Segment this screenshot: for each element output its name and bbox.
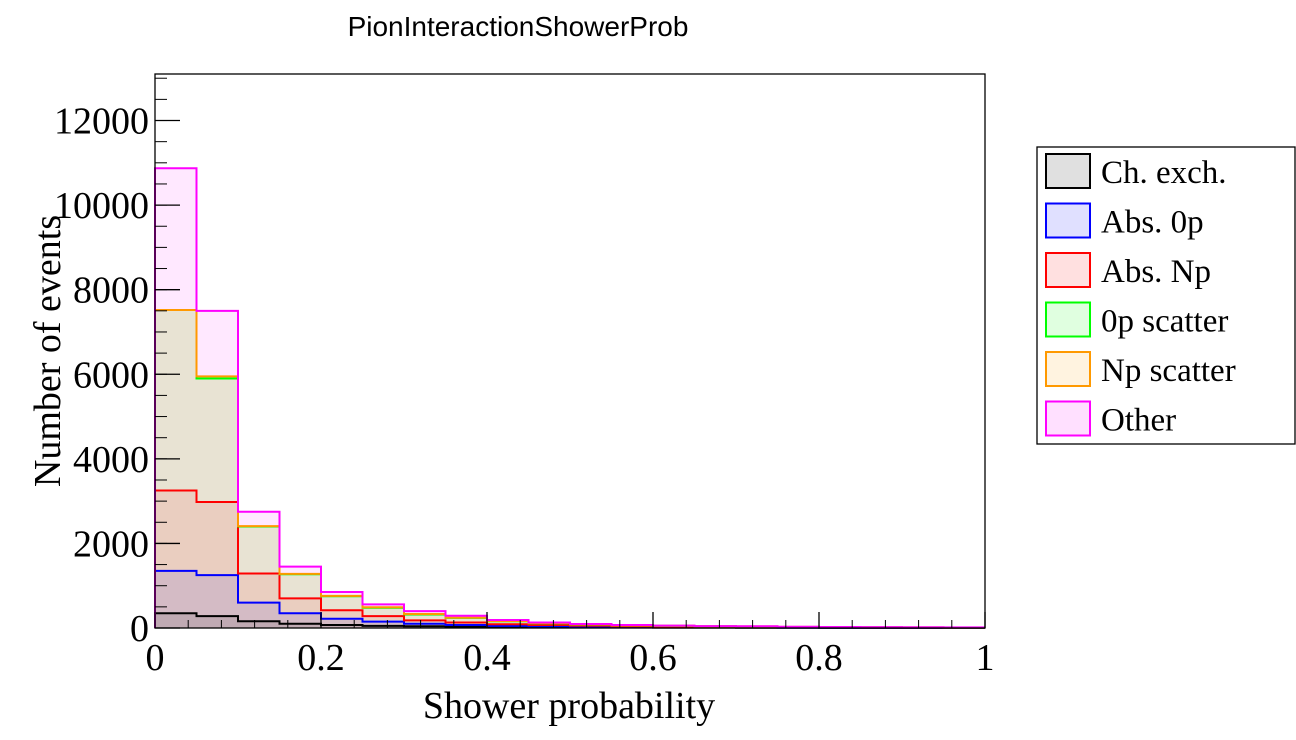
bar-abs-np-1 bbox=[196, 501, 238, 628]
bar-other-3 bbox=[279, 566, 321, 628]
x-tick-label: 0.8 bbox=[795, 637, 843, 679]
legend: Ch. exch. Abs. 0p Abs. Np 0p scatter Np scat… bbox=[1036, 146, 1296, 445]
legend-label-0p-scatter: 0p scatter bbox=[1101, 304, 1228, 340]
bar-0p-scatter-3 bbox=[279, 574, 321, 628]
legend-items: Ch. exch. Abs. 0p Abs. Np 0p scatter Np scat… bbox=[1045, 153, 1236, 439]
legend-swatch-bg-ch-exch- bbox=[1046, 154, 1090, 188]
legend-swatch-ch-exch- bbox=[1045, 153, 1091, 189]
bar-0p-scatter-1 bbox=[196, 378, 238, 628]
x-tick-label: 0.2 bbox=[297, 637, 345, 679]
y-tick-label: 2000 bbox=[73, 523, 149, 565]
x-axis-ticks: 0 0.2 0.4 0.6 0.8 1 bbox=[146, 612, 995, 679]
y-tick-label: 0 bbox=[130, 608, 149, 650]
bar-0p-scatter-2 bbox=[238, 526, 280, 628]
legend-swatch-abs-np bbox=[1045, 252, 1091, 288]
y-tick-label: 8000 bbox=[73, 270, 149, 312]
chart-title: PionInteractionShowerProb bbox=[348, 11, 689, 42]
bar-abs-np-2 bbox=[238, 573, 280, 628]
y-tick-label: 6000 bbox=[73, 354, 149, 396]
legend-swatch-bg-np-scatter bbox=[1046, 352, 1090, 386]
bar-0p-scatter-0 bbox=[155, 309, 197, 628]
legend-swatch-abs-0p bbox=[1045, 202, 1091, 239]
legend-swatch-np-scatter bbox=[1045, 351, 1091, 387]
legend-label-other: Other bbox=[1101, 403, 1176, 439]
y-axis-label: Number of events bbox=[27, 215, 69, 487]
y-axis-ticks: 0 2000 4000 6000 8000 10000 12000 bbox=[54, 77, 180, 650]
bar-np-scatter-3 bbox=[279, 573, 321, 628]
y-tick-label: 12000 bbox=[54, 101, 149, 143]
bar-ch-exch--3 bbox=[279, 623, 321, 628]
x-tick-label: 0 bbox=[146, 637, 165, 679]
bar-np-scatter-5 bbox=[362, 607, 404, 628]
bar-abs-0p-4 bbox=[321, 618, 363, 628]
stack-outlines bbox=[154, 167, 985, 629]
bar-ch-exch--5 bbox=[362, 625, 404, 628]
legend-label-abs-np: Abs. Np bbox=[1101, 254, 1211, 290]
bar-ch-exch--2 bbox=[238, 621, 280, 628]
x-tick-label: 0.6 bbox=[629, 637, 677, 679]
bar-np-scatter-2 bbox=[238, 526, 280, 628]
bar-abs-0p-0 bbox=[155, 570, 197, 628]
y-tick-label: 10000 bbox=[54, 185, 149, 227]
bar-abs-0p-2 bbox=[238, 602, 280, 628]
bar-other-2 bbox=[238, 511, 280, 628]
series-outline-other bbox=[154, 167, 985, 629]
bar-ch-exch--4 bbox=[321, 625, 363, 628]
legend-label-abs-0p: Abs. 0p bbox=[1101, 205, 1204, 241]
bar-0p-scatter-4 bbox=[321, 596, 363, 628]
x-tick-label: 1 bbox=[976, 637, 995, 679]
legend-swatch-bg-abs-0p bbox=[1046, 203, 1090, 238]
y-tick-label: 4000 bbox=[73, 439, 149, 481]
legend-label-np-scatter: Np scatter bbox=[1101, 353, 1236, 389]
x-axis-label: Shower probability bbox=[423, 685, 715, 727]
bar-abs-0p-1 bbox=[196, 575, 238, 628]
legend-swatch-bg-abs-np bbox=[1046, 253, 1090, 287]
legend-swatch-other bbox=[1045, 400, 1091, 437]
bar-other-0 bbox=[155, 168, 197, 628]
bar-abs-0p-5 bbox=[362, 621, 404, 628]
bar-abs-np-0 bbox=[155, 490, 197, 628]
legend-box bbox=[1036, 146, 1296, 445]
bar-0p-scatter-5 bbox=[362, 607, 404, 628]
bar-ch-exch--1 bbox=[196, 616, 238, 628]
legend-swatch-bg-other bbox=[1046, 401, 1090, 436]
legend-swatch-0p-scatter bbox=[1045, 301, 1091, 338]
bar-np-scatter-0 bbox=[155, 309, 197, 628]
bar-ch-exch--0 bbox=[155, 613, 197, 628]
legend-label-ch-exch-: Ch. exch. bbox=[1101, 155, 1227, 191]
bar-np-scatter-4 bbox=[321, 595, 363, 628]
legend-swatch-bg-0p-scatter bbox=[1046, 302, 1090, 337]
plot-frame bbox=[154, 73, 986, 629]
x-tick-label: 0.4 bbox=[463, 637, 511, 679]
